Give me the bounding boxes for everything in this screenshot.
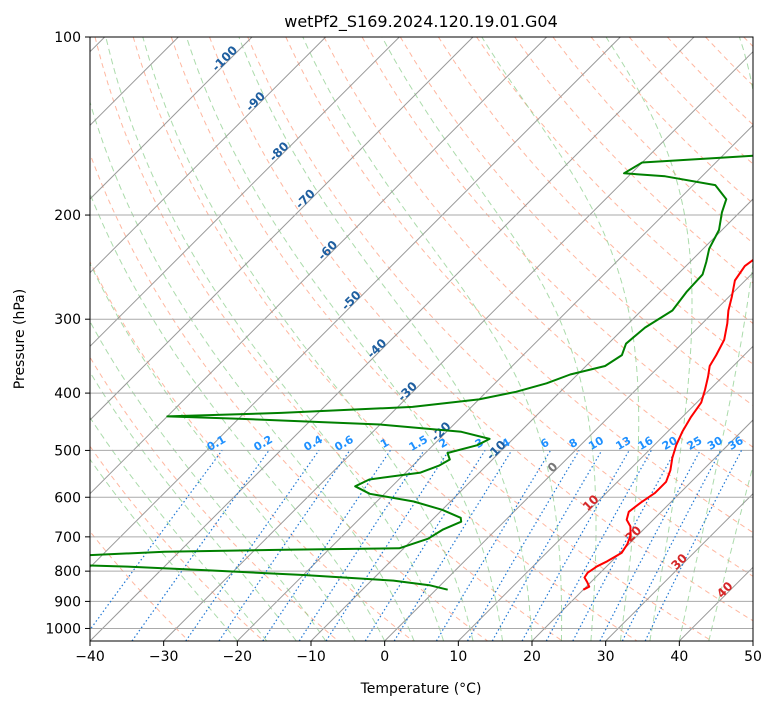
dry-adiabat	[399, 37, 753, 407]
mixing-ratio-line	[572, 450, 677, 641]
mixing-ratio-line	[185, 450, 320, 641]
y-tick-label: 500	[54, 443, 81, 459]
isotherm-line	[90, 37, 695, 641]
moist-adiabat	[90, 371, 297, 641]
isotherm-line	[163, 50, 753, 641]
y-tick-label: 1000	[45, 621, 81, 637]
y-tick-label: 100	[54, 30, 81, 46]
moist-adiabat	[90, 416, 268, 641]
isotherm-line	[90, 37, 400, 348]
y-tick-label: 600	[54, 490, 81, 506]
dry-adiabat	[90, 445, 264, 641]
mixing-ratio-line	[393, 450, 513, 641]
isotherm-line	[90, 37, 621, 569]
moist-adiabat	[302, 37, 563, 641]
x-axis-label: Temperature (°C)	[360, 681, 482, 697]
x-tick-label: 30	[597, 649, 615, 665]
moist-adiabat	[90, 320, 327, 641]
x-tick-label: 20	[523, 649, 541, 665]
moist-adiabat	[186, 37, 503, 641]
moist-adiabat	[238, 37, 533, 641]
mixing-ratio-line	[621, 450, 722, 641]
mixing-ratio-line	[218, 450, 351, 641]
dry-adiabat	[323, 37, 753, 491]
moist-adiabat	[481, 37, 640, 641]
x-tick-label: −30	[149, 649, 179, 665]
moist-adiabat	[381, 37, 597, 641]
mixing-ratio-line	[521, 450, 630, 641]
mixing-ratio-line	[298, 450, 425, 641]
y-axis-label: Pressure (hPa)	[12, 289, 28, 389]
isotherm-line	[90, 37, 253, 200]
mixing-ratio-line	[131, 450, 270, 641]
dry-adiabat	[94, 37, 563, 641]
temperature-profile	[582, 258, 753, 591]
dry-adiabat	[361, 37, 753, 448]
isotherm-line	[531, 419, 753, 641]
y-tick-label: 700	[54, 530, 81, 546]
x-tick-label: −40	[75, 649, 105, 665]
moist-adiabat	[90, 192, 386, 641]
mixing-ratio-line	[262, 450, 391, 641]
x-tick-label: 50	[744, 649, 762, 665]
y-tick-label: 800	[54, 564, 81, 580]
dry-adiabat	[132, 37, 638, 641]
dry-adiabat	[90, 152, 488, 641]
isotherm-line	[310, 198, 753, 641]
y-tick-label: 400	[54, 386, 81, 402]
isotherm-line	[236, 124, 753, 641]
isotherm-line	[90, 37, 474, 421]
chart-title: wetPf2_S169.2024.120.19.01.G04	[284, 12, 558, 32]
mixing-ratio-line	[90, 450, 223, 631]
x-tick-label: 0	[380, 649, 389, 665]
plot-frame	[89, 36, 754, 642]
moist-adiabat	[105, 37, 445, 641]
moist-adiabat	[678, 37, 753, 641]
mixing-ratio-line	[644, 450, 743, 641]
mixing-ratio-line	[325, 450, 450, 641]
isotherm-line	[384, 271, 753, 641]
x-tick-label: −20	[223, 649, 253, 665]
x-tick-label: −10	[296, 649, 326, 665]
dry-adiabat	[90, 356, 339, 641]
dewpoint-profile	[90, 154, 753, 591]
isotherm-line	[457, 345, 753, 641]
moist-adiabat	[142, 37, 474, 641]
x-tick-label: 40	[670, 649, 688, 665]
mixing-ratio-line	[545, 450, 652, 641]
moist-adiabat	[90, 262, 356, 641]
dry-adiabat	[209, 37, 753, 622]
isotherm-line	[605, 492, 753, 641]
isotherm-line	[90, 37, 327, 274]
moist-adiabat	[605, 37, 693, 641]
y-tick-label: 300	[54, 312, 81, 328]
y-tick-label: 200	[54, 208, 81, 224]
dry-adiabat	[247, 37, 753, 577]
moist-adiabat	[90, 458, 238, 641]
moist-adiabat	[708, 464, 753, 641]
isotherm-line	[90, 37, 548, 495]
y-tick-label: 900	[54, 594, 81, 610]
x-tick-label: 10	[449, 649, 467, 665]
